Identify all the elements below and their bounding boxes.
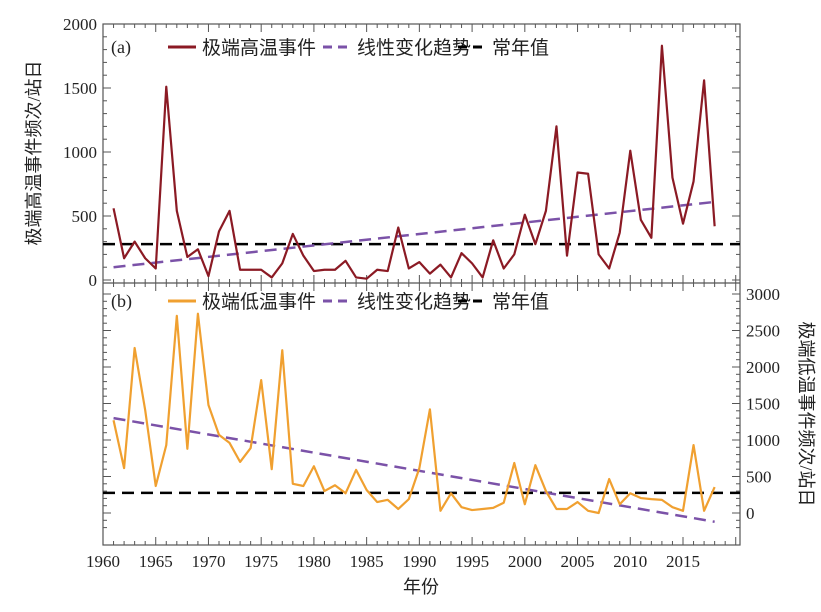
y-tick-label: 1500 [63,79,97,98]
x-tick-label: 2010 [613,552,647,571]
hot-trend-line [114,202,715,267]
y-tick-label-right: 500 [746,468,772,487]
y-tick-label-right: 0 [746,504,755,523]
x-tick-label: 1965 [139,552,173,571]
cold-legend-label: 常年值 [492,291,549,313]
y-tick-label: 0 [89,271,98,290]
y-tick-label-right: 2000 [746,358,780,377]
cold-trend-line [114,418,715,522]
cold-panel-label: (b) [111,291,132,312]
hot-legend-label: 线性变化趋势 [357,37,471,59]
x-tick-label: 1960 [86,552,120,571]
x-axis-label: 年份 [403,577,439,597]
cold-legend-label: 线性变化趋势 [357,291,471,313]
plot-frame [103,24,740,545]
x-tick-label: 2015 [666,552,700,571]
y-tick-label-right: 2500 [746,322,780,341]
hot-legend-label: 极端高温事件 [202,37,316,59]
x-tick-label: 1975 [244,552,278,571]
hot-panel-label: (a) [111,37,131,58]
y-tick-label-right: 3000 [746,285,780,304]
x-tick-label: 1985 [350,552,384,571]
cold-series-line [114,314,715,513]
x-tick-label: 1995 [455,552,489,571]
y-tick-label-right: 1500 [746,395,780,414]
x-tick-label: 1970 [191,552,225,571]
y-tick-label: 2000 [63,15,97,34]
y-axis-label-right: 极端低温事件频次/站日 [796,322,816,507]
x-tick-label: 2000 [508,552,542,571]
hot-legend-label: 常年值 [492,37,549,59]
y-axis-label-left: 极端高温事件频次/站日 [24,61,44,246]
y-tick-label: 1000 [63,143,97,162]
x-tick-label: 1990 [402,552,436,571]
x-tick-label: 1980 [297,552,331,571]
cold-legend-label: 极端低温事件 [202,291,316,313]
x-tick-label: 2005 [561,552,595,571]
y-tick-label: 500 [72,207,98,226]
y-tick-label-right: 1000 [746,431,780,450]
